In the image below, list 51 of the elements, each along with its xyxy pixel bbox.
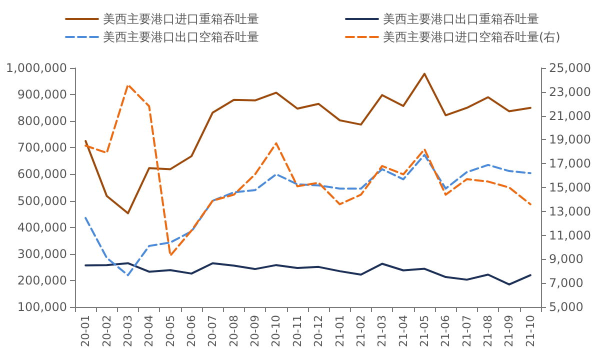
x-tick-label: 21-02 [354, 315, 368, 348]
x-tick-label: 20-08 [227, 315, 240, 348]
y2-tick-label: 11,000 [549, 228, 591, 242]
x-tick-label: 21-09 [502, 315, 516, 348]
x-tick-label: 20-05 [164, 315, 177, 348]
y2-tick-label: 7,000 [549, 276, 584, 290]
line-series [84, 262, 532, 286]
x-tick-label: 20-06 [185, 315, 198, 348]
x-tick-label: 20-12 [312, 315, 326, 348]
y-tick-label: 1,000,000 [6, 61, 67, 75]
x-tick-label: 20-03 [121, 315, 134, 348]
line-series [84, 72, 532, 214]
legend-label: 美西主要港口出口空箱吞吐量 [103, 30, 259, 44]
y-tick-label: 100,000 [17, 300, 67, 314]
y-tick-label: 500,000 [17, 194, 67, 208]
x-tick-label: 20-02 [100, 315, 114, 348]
legend-label: 美西主要港口进口重箱吞吐量 [103, 12, 259, 26]
y2-tick-label: 23,000 [549, 84, 591, 99]
y2-tick-label: 9,000 [549, 252, 584, 266]
x-tick-label: 21-03 [376, 315, 389, 348]
x-tick-label: 21-05 [418, 315, 431, 348]
y2-tick-label: 21,000 [549, 108, 591, 123]
y2-tick-label: 15,000 [549, 180, 591, 195]
x-tick-label: 21-07 [460, 315, 474, 348]
y-tick-label: 800,000 [17, 114, 67, 128]
line-series [84, 154, 532, 276]
x-tick-label: 21-10 [524, 315, 537, 348]
x-tick-label: 20-10 [270, 315, 283, 348]
x-tick-label: 21-06 [439, 315, 452, 348]
y-tick-label: 900,000 [17, 88, 67, 102]
x-tick-label: 21-08 [482, 315, 495, 348]
y-tick-label: 400,000 [17, 220, 67, 234]
y-tick-label: 600,000 [17, 167, 67, 182]
y-tick-label: 700,000 [17, 140, 67, 155]
legend-label: 美西主要港口进口空箱吞吐量(右) [383, 30, 560, 44]
legend-label: 美西主要港口出口重箱吞吐量 [383, 12, 539, 26]
y2-tick-label: 5,000 [549, 300, 584, 314]
y-tick-label: 200,000 [17, 273, 67, 288]
x-tick-label: 20-11 [290, 315, 304, 348]
x-tick-label: 20-09 [248, 315, 262, 348]
y2-tick-label: 13,000 [549, 204, 591, 218]
y2-tick-label: 25,000 [549, 61, 591, 75]
y-tick-label: 300,000 [17, 246, 67, 261]
y2-tick-label: 17,000 [549, 156, 591, 171]
line-series [84, 84, 532, 257]
x-tick-label: 20-04 [142, 315, 156, 348]
x-tick-label: 21-04 [396, 315, 410, 348]
x-tick-label: 21-01 [333, 315, 346, 348]
x-tick-label: 20-01 [79, 315, 92, 348]
x-tick-label: 20-07 [206, 315, 220, 348]
y2-tick-label: 19,000 [549, 132, 591, 147]
